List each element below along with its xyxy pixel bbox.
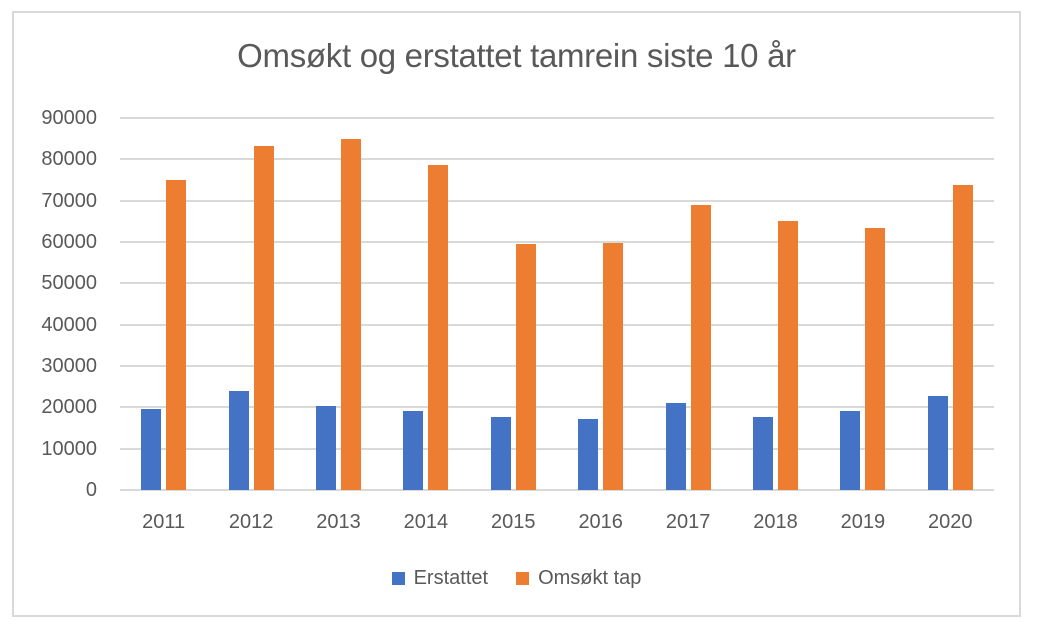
bar-erstattet-2012	[228, 390, 249, 490]
x-axis-label-2014: 2014	[403, 511, 449, 533]
legend-label-omsokt-tap: Omsøkt tap	[538, 567, 642, 589]
y-tick-label-30000: 30000	[41, 355, 97, 377]
gridline-60000	[120, 241, 994, 243]
bar-oms-kt-tap-2020	[952, 184, 973, 490]
gridline-80000	[120, 158, 994, 161]
x-axis-label-2013: 2013	[316, 511, 361, 533]
legend-item-omsokt-tap: Omsøkt tap	[516, 567, 641, 590]
gridline-70000	[120, 199, 994, 202]
chart-frame: Omsøkt og erstattet tamrein siste 10 år …	[12, 11, 1021, 617]
y-tick-label-50000: 50000	[41, 272, 97, 295]
gridline-20000	[120, 406, 994, 409]
x-axis-label-2011: 2011	[142, 511, 186, 533]
y-tick-label-70000: 70000	[41, 189, 97, 212]
bar-erstattet-2019	[840, 410, 861, 490]
y-tick-label-60000: 60000	[41, 231, 97, 253]
bar-oms-kt-tap-2015	[515, 244, 536, 490]
gridline-50000	[120, 282, 994, 285]
x-axis-label-2019: 2019	[840, 511, 886, 533]
bar-erstattet-2017	[665, 403, 686, 490]
gridline-10000	[120, 447, 994, 450]
bar-erstattet-2020	[927, 395, 948, 490]
bar-erstattet-2016	[578, 418, 599, 490]
bar-oms-kt-tap-2016	[603, 243, 624, 490]
gridline-30000	[120, 365, 994, 367]
bar-erstattet-2011	[141, 408, 162, 490]
y-tick-label-80000: 80000	[41, 148, 97, 171]
gridline-90000	[120, 117, 994, 119]
bar-erstattet-2014	[403, 410, 424, 490]
bar-oms-kt-tap-2018	[778, 221, 798, 490]
bar-oms-kt-tap-2011	[166, 180, 187, 490]
legend-swatch-erstattet	[391, 572, 405, 585]
bar-oms-kt-tap-2017	[690, 204, 711, 490]
bar-erstattet-2015	[490, 416, 511, 490]
plot-area: 0 10000 20000 30000 40000 50000 60000 70000 8000…	[41, 108, 994, 533]
y-tick-label-40000: 40000	[41, 313, 97, 336]
legend: Erstattet Omsøkt tap	[14, 567, 1019, 590]
bar-oms-kt-tap-2012	[253, 146, 274, 490]
legend-swatch-omsokt-tap	[516, 572, 530, 585]
gridline-40000	[120, 323, 994, 326]
x-axis-label-2016: 2016	[578, 511, 623, 533]
gridline-0	[120, 489, 994, 491]
y-tick-label-0: 0	[85, 479, 97, 501]
bar-erstattet-2018	[753, 416, 773, 490]
bar-oms-kt-tap-2014	[428, 164, 449, 490]
legend-label-erstattet: Erstattet	[413, 567, 489, 589]
y-tick-label-90000: 90000	[41, 107, 97, 129]
x-axis-label-2017: 2017	[665, 511, 711, 533]
bar-oms-kt-tap-2013	[341, 138, 361, 490]
x-axis-label-2015: 2015	[491, 511, 536, 533]
y-tick-label-20000: 20000	[41, 396, 97, 419]
x-axis-label-2012: 2012	[228, 511, 274, 533]
bar-erstattet-2013	[316, 406, 336, 490]
chart-title: Omsøkt og erstattet tamrein siste 10 år	[237, 37, 796, 74]
y-tick-label-10000: 10000	[41, 437, 97, 460]
bar-oms-kt-tap-2019	[865, 227, 886, 490]
legend-item-erstattet: Erstattet	[391, 567, 489, 590]
x-axis-label-2020: 2020	[928, 511, 973, 533]
x-axis-label-2018: 2018	[753, 511, 798, 533]
